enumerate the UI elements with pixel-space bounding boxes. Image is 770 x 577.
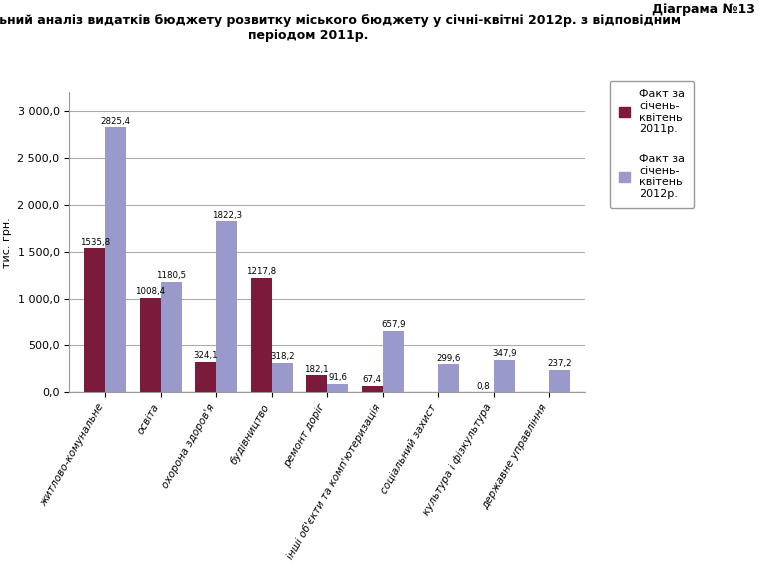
Bar bbox=[438, 364, 459, 392]
Bar bbox=[196, 362, 216, 392]
Bar bbox=[327, 384, 348, 392]
Bar bbox=[161, 282, 182, 392]
Bar bbox=[251, 278, 272, 392]
Bar bbox=[69, 392, 585, 397]
Text: 182,1: 182,1 bbox=[304, 365, 329, 373]
Legend: Факт за
січень-
квітень
2011р., Факт за
січень-
квітень
2012р.: Факт за січень- квітень 2011р., Факт за … bbox=[610, 81, 694, 208]
Text: 237,2: 237,2 bbox=[547, 359, 572, 369]
Bar bbox=[105, 128, 126, 392]
Text: 347,9: 347,9 bbox=[492, 349, 517, 358]
Text: 318,2: 318,2 bbox=[270, 352, 295, 361]
Text: 1822,3: 1822,3 bbox=[212, 211, 242, 220]
Bar bbox=[84, 248, 105, 392]
Text: 2825,4: 2825,4 bbox=[101, 117, 131, 126]
Bar bbox=[306, 375, 327, 392]
Bar bbox=[139, 298, 161, 392]
Text: 299,6: 299,6 bbox=[437, 354, 461, 362]
Text: Діаграма №13: Діаграма №13 bbox=[651, 3, 755, 16]
Text: 657,9: 657,9 bbox=[381, 320, 406, 329]
Text: 67,4: 67,4 bbox=[363, 376, 382, 384]
Text: 324,1: 324,1 bbox=[193, 351, 218, 360]
Text: 1180,5: 1180,5 bbox=[156, 271, 186, 280]
Bar bbox=[272, 362, 293, 392]
Text: 1217,8: 1217,8 bbox=[246, 268, 276, 276]
Text: Порівняльний аналіз видатків бюджету розвитку міського бюджету у січні-квітні 20: Порівняльний аналіз видатків бюджету роз… bbox=[0, 14, 681, 43]
Text: 1535,8: 1535,8 bbox=[80, 238, 110, 247]
Bar bbox=[549, 370, 571, 392]
Bar bbox=[362, 386, 383, 392]
Bar bbox=[216, 222, 237, 392]
Text: 0,8: 0,8 bbox=[477, 381, 490, 391]
Text: 91,6: 91,6 bbox=[328, 373, 347, 382]
Y-axis label: тис. грн.: тис. грн. bbox=[2, 217, 12, 268]
Text: 1008,4: 1008,4 bbox=[136, 287, 166, 296]
Bar bbox=[383, 331, 403, 392]
Bar bbox=[494, 359, 515, 392]
